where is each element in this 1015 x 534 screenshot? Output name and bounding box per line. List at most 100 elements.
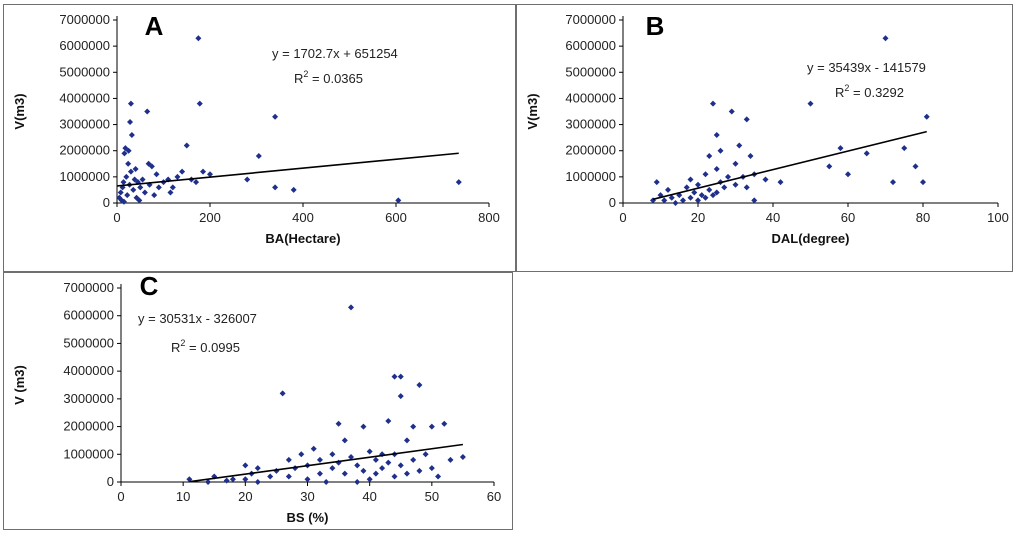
data-point — [304, 476, 311, 483]
trendline — [116, 152, 459, 187]
data-point — [167, 189, 174, 196]
data-point — [845, 171, 851, 178]
x-tick-label: 40 — [362, 489, 376, 504]
r-squared-superscript: 2 — [180, 338, 185, 348]
data-point — [310, 445, 317, 452]
data-point — [441, 420, 448, 427]
trendline-equation: y = 1702.7x + 651254 — [272, 46, 398, 61]
data-point — [372, 470, 379, 477]
y-tick-label: 2000000 — [63, 419, 114, 434]
data-point — [397, 462, 404, 469]
data-point — [148, 163, 155, 170]
data-point — [123, 173, 130, 180]
data-point — [341, 470, 348, 477]
x-tick-label: 0 — [117, 489, 124, 504]
data-point — [706, 152, 713, 159]
data-point — [255, 152, 262, 159]
chart-panel-b: 0 1000000 2000000 3000000 4000000 5000000 6000… — [516, 4, 1013, 272]
x-tick-label: 800 — [478, 210, 500, 225]
data-point — [721, 184, 728, 191]
data-point — [391, 373, 398, 380]
y-tick-label: 0 — [103, 195, 110, 210]
x-tick-label: 600 — [385, 210, 407, 225]
data-point — [713, 132, 720, 139]
y-tick-label: 6000000 — [59, 38, 110, 53]
data-point — [120, 198, 127, 205]
panel-label: A — [145, 11, 164, 41]
y-tick-label: 3000000 — [63, 391, 114, 406]
trendline — [652, 130, 927, 201]
data-point — [341, 437, 348, 444]
x-axis-label: DAL(degree) — [771, 231, 849, 246]
y-tick-label: 7000000 — [59, 12, 110, 27]
chart-svg-a: 0100000020000003000000400000050000006000… — [12, 11, 500, 246]
y-tick-label: 0 — [107, 474, 114, 489]
data-point — [691, 189, 698, 196]
data-point — [125, 147, 132, 154]
x-tick-label: 20 — [691, 210, 705, 225]
data-point — [717, 147, 724, 154]
y-tick-label: 7000000 — [63, 280, 114, 295]
data-point — [144, 108, 151, 115]
data-point — [244, 176, 251, 183]
r-squared-value: = 0.3292 — [849, 85, 904, 100]
data-point — [211, 473, 218, 480]
data-point — [137, 184, 144, 191]
panel-label: C — [140, 273, 159, 301]
data-point — [354, 462, 361, 469]
data-point — [747, 152, 754, 159]
data-point — [329, 465, 336, 472]
y-axis-label: V(m3) — [525, 93, 540, 129]
data-point — [912, 163, 919, 170]
chart-svg-c: 0 1000000 2000000 3000000 4000000 5000000 6000… — [12, 271, 501, 525]
r-squared-prefix: R — [835, 85, 844, 100]
r-squared-prefix: R — [171, 340, 180, 355]
data-point — [132, 166, 139, 173]
data-point — [923, 113, 930, 120]
data-point — [155, 184, 162, 191]
y-axis-label: V (m3) — [12, 365, 27, 405]
y-tick-label: 6000000 — [565, 38, 616, 53]
data-point — [397, 373, 404, 380]
y-tick-label: 2000000 — [59, 143, 110, 158]
data-point — [710, 100, 716, 107]
data-point — [125, 160, 132, 167]
data-point — [316, 470, 323, 477]
data-point — [316, 456, 323, 463]
data-point — [702, 194, 709, 201]
data-point — [728, 108, 735, 115]
data-point — [668, 194, 675, 201]
x-tick-label: 60 — [487, 489, 501, 504]
data-point — [422, 451, 429, 458]
data-point — [279, 390, 286, 397]
data-point — [348, 304, 355, 311]
y-tick-label: 1000000 — [63, 446, 114, 461]
y-tick-label: 3000000 — [565, 117, 616, 132]
x-tick-label: 60 — [841, 210, 855, 225]
data-point — [702, 171, 709, 178]
data-point — [179, 168, 186, 175]
data-point — [285, 456, 292, 463]
data-point — [120, 179, 127, 186]
trendline-equation: y = 30531x - 326007 — [138, 311, 257, 326]
data-point — [139, 176, 146, 183]
data-point — [395, 197, 402, 204]
data-point — [837, 145, 844, 152]
x-axis-label: BS (%) — [287, 510, 329, 525]
data-point — [130, 186, 137, 193]
y-tick-label: 4000000 — [565, 90, 616, 105]
x-tick-label: 20 — [238, 489, 252, 504]
data-point — [428, 465, 435, 472]
data-point — [807, 100, 814, 107]
data-point — [882, 35, 889, 42]
x-tick-label: 80 — [916, 210, 930, 225]
y-tick-label: 5000000 — [63, 335, 114, 350]
data-point — [732, 181, 739, 188]
data-point — [687, 176, 694, 183]
data-point — [323, 479, 330, 485]
data-point — [128, 132, 135, 139]
data-point — [136, 197, 143, 204]
data-point — [416, 382, 423, 388]
data-point — [435, 473, 442, 480]
data-point — [183, 142, 190, 149]
